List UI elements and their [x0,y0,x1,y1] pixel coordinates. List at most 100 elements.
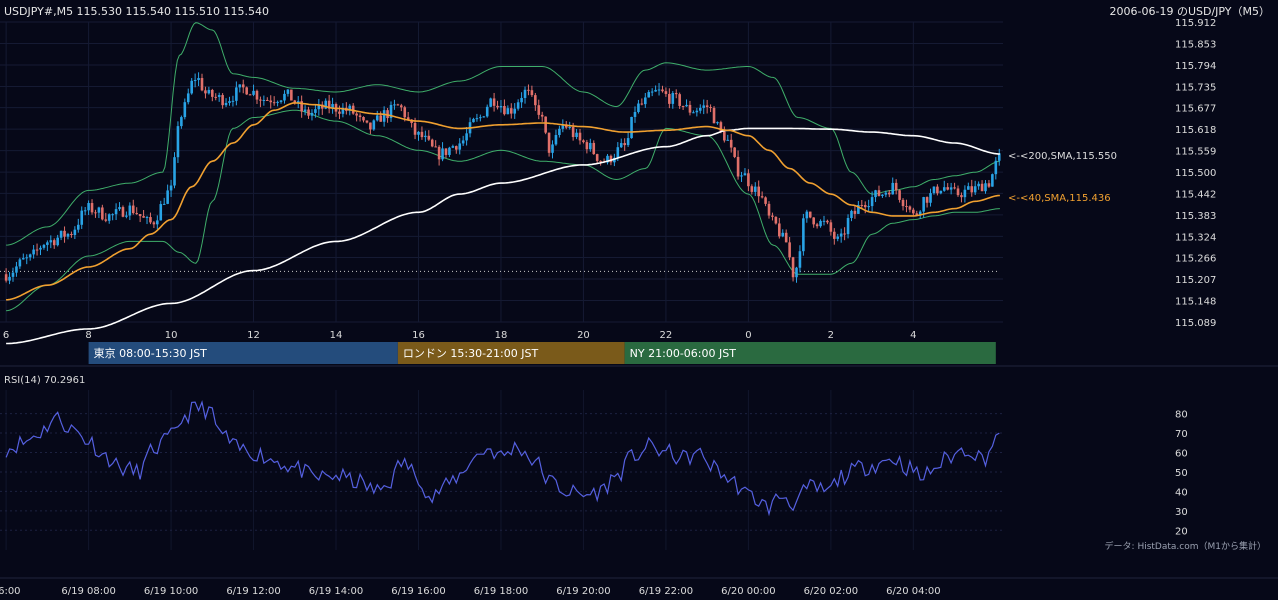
candle-body [427,135,431,140]
rsi-tick-label: 20 [1175,526,1188,537]
y-tick-label: 115.559 [1175,147,1216,158]
candle-body [114,209,118,215]
candle-body [592,142,596,155]
candle-body [664,91,668,94]
candle-body [59,230,63,238]
x-hour-label: 16 [412,330,425,341]
y-tick-label: 115.794 [1175,61,1216,72]
candle-body [300,101,303,112]
candle-body [674,93,678,95]
symbol-info: USDJPY#,M5 115.530 115.540 115.510 115.5… [4,5,269,18]
rsi-line [5,400,1000,517]
candle-body [791,257,795,278]
candle-body [630,116,633,139]
candle-body [35,249,39,251]
candle-body [338,111,341,114]
candle-body [867,206,870,208]
candle-body [80,210,84,225]
candle-body [186,93,190,103]
x-hour-label: 12 [247,330,260,341]
candle-body [472,118,475,123]
candle-body [826,220,829,223]
candle-body [843,233,846,235]
candle-body [317,104,321,110]
candle-body [977,183,980,187]
candle-body [936,186,939,194]
candle-body [107,214,111,221]
candle-body [11,272,15,277]
candle-body [375,115,379,121]
candle-body [324,100,328,109]
candle-body [650,91,654,93]
sma200-label: <-<200,SMA,115.550 [1008,151,1117,162]
candle-body [984,183,987,192]
candle-body [846,218,850,235]
candle-body [723,131,726,141]
session-label: NY 21:00-06:00 JST [630,347,737,360]
candle-body [668,93,671,104]
candle-body [485,106,489,117]
candle-body [286,89,290,94]
candle-body [534,95,537,106]
candle-body [169,185,173,191]
x-hour-label: 18 [495,330,508,341]
candle-body [705,105,709,108]
candle-body [128,205,132,216]
y-tick-label: 115.853 [1175,40,1216,51]
candle-body [585,142,589,150]
candle-body [482,116,486,118]
candle-body [839,233,843,237]
candle-body [358,115,362,118]
candle-body [815,224,819,227]
candle-body [822,220,826,222]
candle-body [231,100,235,102]
candle-body [740,175,743,177]
candle-body [561,124,565,129]
candle-body [70,233,73,236]
candle-body [252,90,255,95]
candle-body [496,105,499,108]
bollinger-upper [6,22,1000,246]
candle-body [743,173,747,176]
candle-body [692,112,695,114]
candle-body [784,232,788,243]
candle-body [788,242,791,258]
candle-body [276,101,279,103]
candle-body [681,105,685,107]
rsi-tick-label: 40 [1175,487,1188,498]
candle-body [235,87,238,101]
candle-body [695,110,699,113]
y-tick-label: 115.735 [1175,83,1216,94]
sma40-line [6,102,1000,301]
candle-body [479,117,482,119]
y-tick-label: 115.207 [1175,275,1216,286]
candle-body [571,126,575,138]
time-label: 6/20 02:00 [804,586,858,597]
candle-body [857,204,860,214]
candle-body [750,186,754,192]
axes: 115.912 115.853 115.794 115.735 115.677 115.6… [0,18,1216,597]
candle-body [963,189,967,198]
source-note: データ: HistData.com（M1から集計） [1105,540,1266,552]
candle-body [296,101,300,104]
candle-body [918,211,922,215]
candle-body [877,190,881,196]
y-tick-label: 115.089 [1175,318,1216,329]
candle-body [654,89,657,92]
candle-body [241,84,245,88]
session-label: ロンドン 15:30-21:00 JST [403,347,539,360]
candle-body [272,102,276,104]
y-tick-label: 115.383 [1175,211,1216,222]
candle-body [424,135,427,138]
candle-body [544,116,547,133]
candle-body [307,109,310,116]
candle-body [406,117,410,120]
sma200-line [6,127,1000,345]
candle-body [582,140,585,143]
candle-body [647,92,651,98]
candle-body [891,182,895,195]
candle-body [145,217,149,219]
candle-body [138,214,142,217]
candle-body [771,215,774,217]
candle-body [503,105,506,115]
